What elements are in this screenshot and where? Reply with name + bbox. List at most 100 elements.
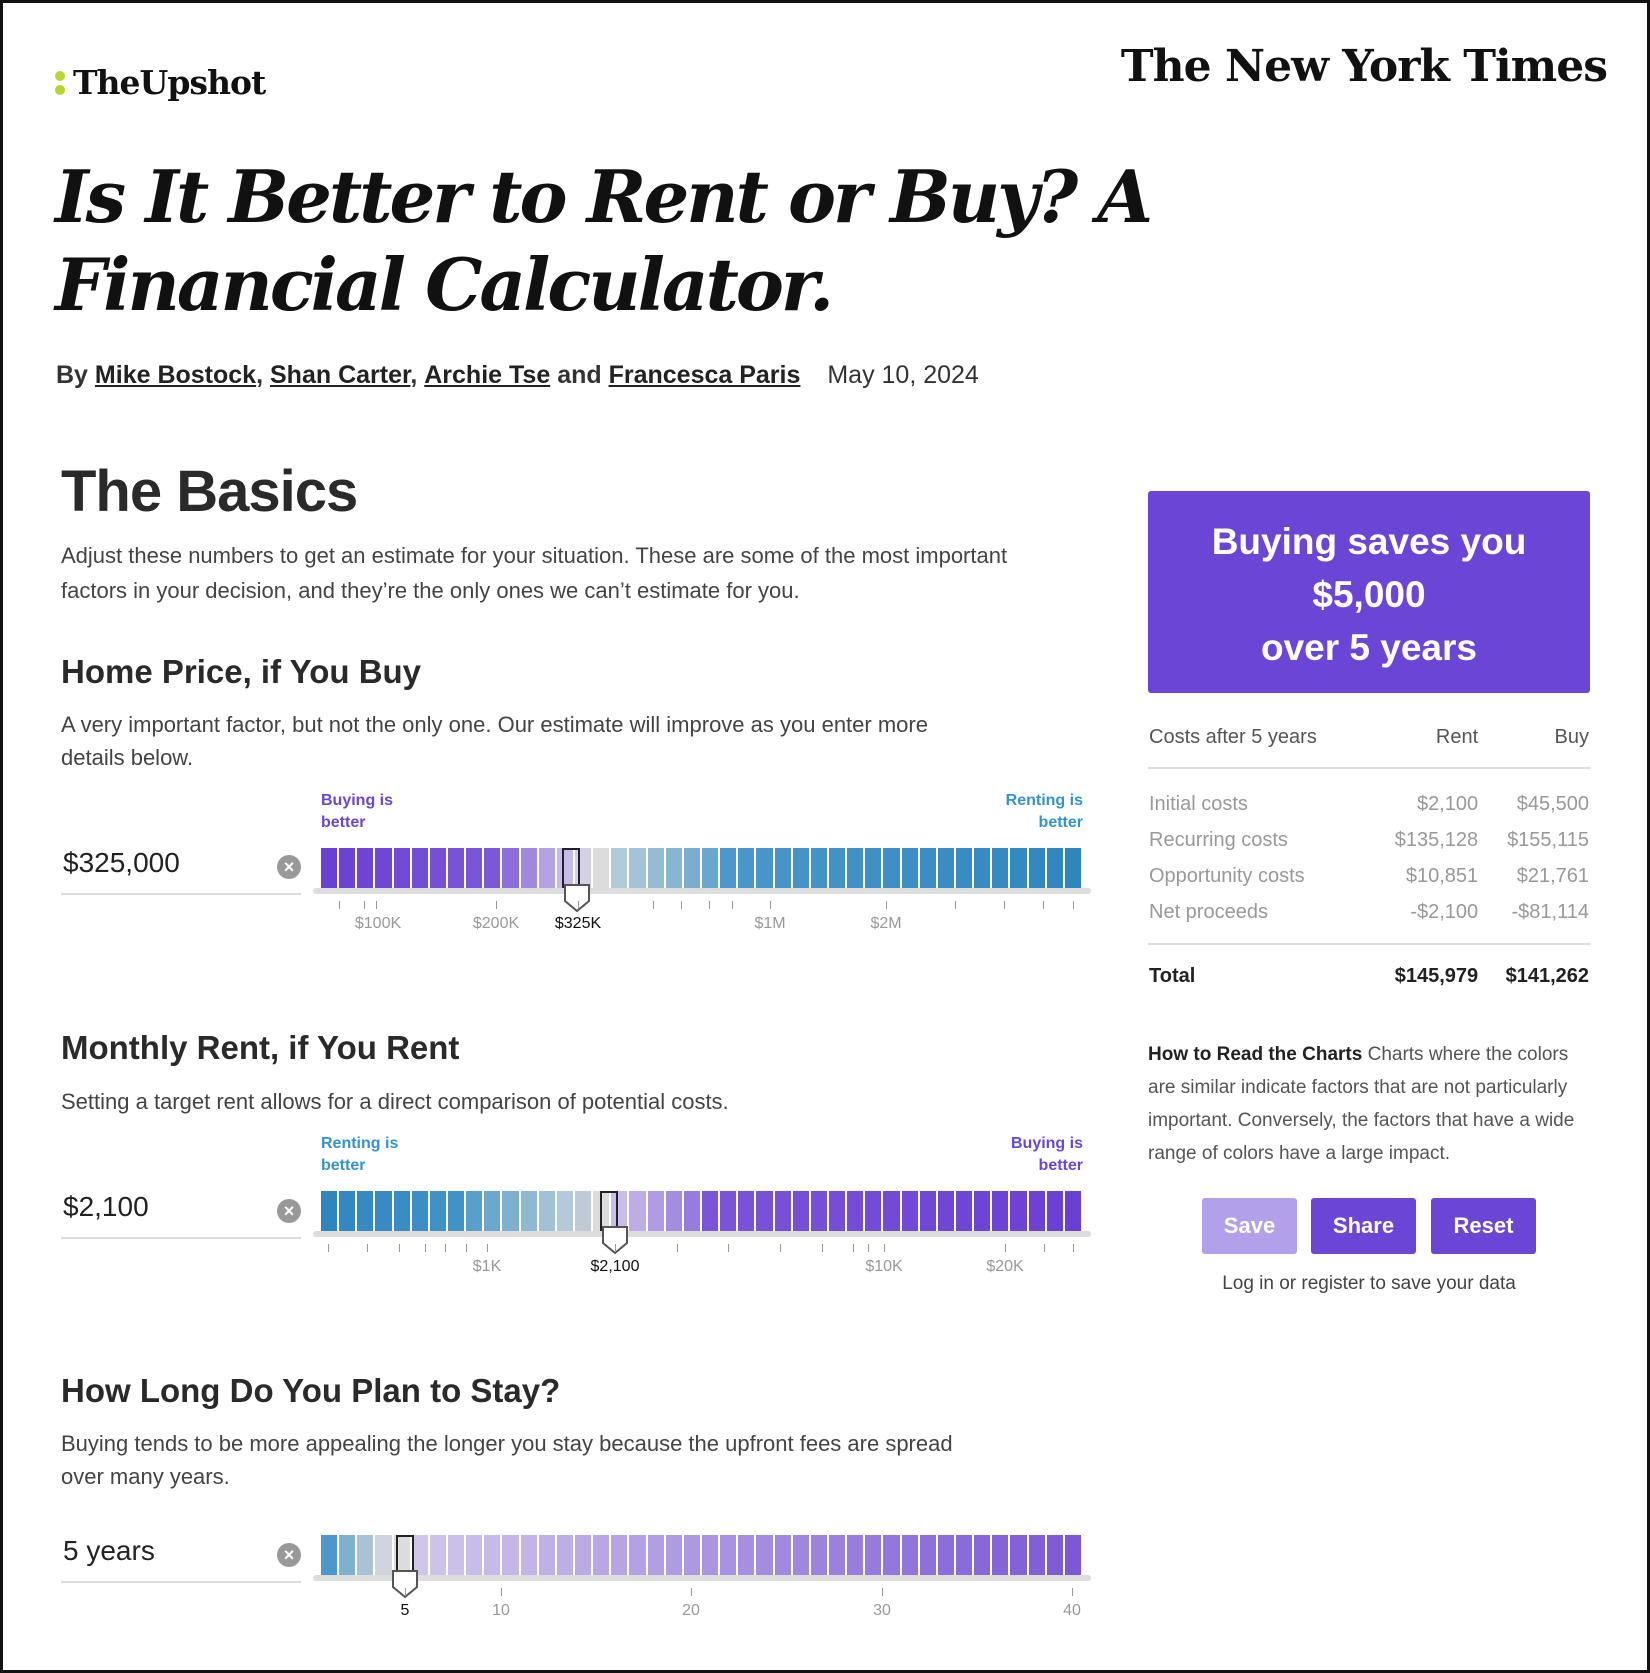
heatbar-cell	[520, 848, 537, 888]
stay-heatbar[interactable]	[321, 1535, 1083, 1575]
publish-date: May 10, 2024	[827, 361, 979, 389]
heatbar-cell	[1046, 1191, 1063, 1231]
home-price-value[interactable]: $325,000	[63, 847, 180, 878]
heatbar-cell	[992, 1191, 1009, 1231]
nyt-logo[interactable]: The New York Times	[1120, 41, 1608, 92]
heatbar-cell	[738, 848, 755, 888]
heatbar-cell	[901, 848, 918, 888]
heatbar-cell	[756, 1535, 773, 1575]
heatbar-cell	[339, 1535, 356, 1575]
heatbar-cell	[593, 1535, 610, 1575]
byline-and: and	[557, 361, 602, 389]
heatbar-cell	[466, 1535, 483, 1575]
tick-mark	[578, 901, 579, 909]
heatbar-cell	[1046, 848, 1063, 888]
heatbar-cell	[611, 1191, 628, 1231]
cost-label: Initial costs	[1149, 792, 1248, 815]
heatbar-cell	[810, 1191, 827, 1231]
heatbar-cell	[1028, 1535, 1045, 1575]
tick-label-current: $2,100	[590, 1258, 640, 1275]
tick-mark	[677, 1244, 678, 1252]
total-rent: $145,979	[1394, 964, 1479, 987]
tick-label: 10	[492, 1602, 510, 1619]
heatbar-cell	[738, 1191, 755, 1231]
tick-label: 20	[682, 1602, 700, 1619]
stay-slider-track[interactable]	[313, 1575, 1091, 1581]
result-banner: Buying saves you $5,000 over 5 years	[1148, 491, 1590, 693]
heatbar-cell	[647, 1535, 664, 1575]
heatbar-cell	[865, 848, 882, 888]
heatbar-cell	[393, 848, 410, 888]
costs-header: Costs after 5 years	[1148, 725, 1369, 769]
heatbar-cell	[774, 1535, 791, 1575]
heatbar-cell	[792, 848, 809, 888]
clear-icon[interactable]: ×	[277, 855, 301, 879]
rent-right-label: Buying is better	[1010, 1135, 1083, 1174]
tick-mark	[496, 901, 497, 909]
author-link[interactable]: Archie Tse	[424, 361, 551, 389]
author-link[interactable]: Shan Carter	[270, 361, 411, 389]
stay-field[interactable]: 5 years ×	[61, 1529, 301, 1583]
tick-label: $20K	[986, 1258, 1024, 1275]
stay-value[interactable]: 5 years	[63, 1535, 155, 1566]
tick-mark	[868, 1244, 869, 1252]
heatbar-cell	[665, 1535, 682, 1575]
rent-slider-track[interactable]	[313, 1231, 1091, 1237]
tick-label: $1M	[754, 915, 786, 932]
share-button[interactable]: Share	[1311, 1198, 1416, 1254]
cost-label: Opportunity costs	[1149, 864, 1305, 887]
save-button[interactable]: Save	[1202, 1198, 1297, 1254]
home-price-slider-thumb[interactable]	[562, 848, 580, 888]
heatbar-cell	[1028, 848, 1045, 888]
heatbar-cell	[665, 1191, 682, 1231]
clear-icon[interactable]: ×	[277, 1543, 301, 1567]
stay-desc: Buying tends to be more appealing the lo…	[61, 1431, 953, 1489]
tick-mark	[1044, 1244, 1045, 1252]
result-line-1: Buying saves you	[1211, 521, 1527, 562]
home-price-field[interactable]: $325,000 ×	[61, 841, 301, 895]
home-price-heatbar[interactable]	[321, 848, 1083, 888]
tick-mark	[882, 1588, 883, 1596]
heatbar-cell	[683, 1535, 700, 1575]
heatbar-cell	[738, 1535, 755, 1575]
heatbar-cell	[466, 848, 483, 888]
heatbar-cell	[720, 848, 737, 888]
costs-header: Rent	[1368, 725, 1480, 769]
heatbar-cell	[556, 848, 573, 888]
tick-mark	[709, 901, 710, 909]
author-link[interactable]: Mike Bostock	[94, 361, 257, 389]
heatbar-cell	[829, 1535, 846, 1575]
stay-title: How Long Do You Plan to Stay?	[61, 1372, 561, 1409]
heatbar-cell	[339, 1191, 356, 1231]
heatbar-cell	[375, 1191, 392, 1231]
rent-field[interactable]: $2,100 ×	[61, 1185, 301, 1239]
home-price-title: Home Price, if You Buy	[61, 653, 422, 690]
home-price-slider-track[interactable]	[313, 888, 1091, 894]
tick-label: $2M	[870, 915, 902, 932]
tick-mark	[364, 901, 365, 909]
heatbar-cell	[1064, 1191, 1081, 1231]
heatbar-cell	[974, 848, 991, 888]
login-note: Log in or register to save your data	[1222, 1273, 1516, 1294]
heatbar-cell	[593, 848, 610, 888]
heatbar-cell	[629, 1535, 646, 1575]
heatbar-cell	[974, 1191, 991, 1231]
table-row: Net proceeds -$2,100 -$81,114	[1148, 894, 1590, 945]
upshot-logo[interactable]: TheUpshot	[55, 63, 266, 102]
author-link[interactable]: Francesca Paris	[608, 361, 801, 389]
tick-mark	[822, 1244, 823, 1252]
heatbar-cell	[792, 1535, 809, 1575]
tick-mark	[780, 1244, 781, 1252]
clear-icon[interactable]: ×	[277, 1199, 301, 1223]
heatbar-cell	[974, 1535, 991, 1575]
reset-button[interactable]: Reset	[1431, 1198, 1536, 1254]
tick-label: $100K	[354, 915, 402, 932]
headline: Is It Better to Rent or Buy? A Financial…	[55, 154, 1153, 327]
heatbar-cell	[629, 1191, 646, 1231]
heatbar-cell	[611, 848, 628, 888]
tick-mark	[853, 1244, 854, 1252]
home-price-desc: A very important factor, but not the onl…	[61, 712, 928, 770]
rent-value[interactable]: $2,100	[63, 1191, 149, 1222]
heatbar-cell	[393, 1191, 410, 1231]
rent-heatbar[interactable]	[321, 1191, 1083, 1231]
